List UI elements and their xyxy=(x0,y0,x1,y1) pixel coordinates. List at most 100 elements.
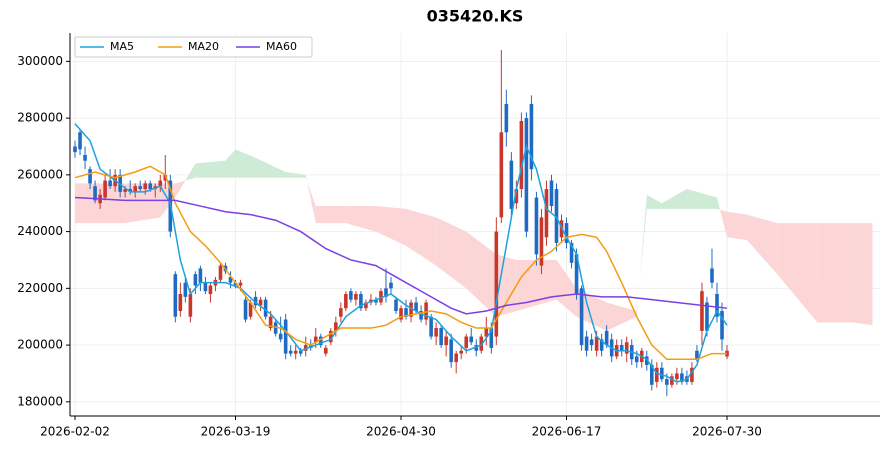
candle-body xyxy=(334,322,338,331)
cloud-segment xyxy=(406,208,437,266)
candle-body xyxy=(594,336,599,351)
candle-body xyxy=(379,291,383,303)
candle-body xyxy=(384,288,388,297)
cloud-segment xyxy=(125,183,161,224)
cloud-segment xyxy=(315,206,346,224)
x-tick-label: 2026-02-02 xyxy=(40,425,110,439)
cloud-segment xyxy=(235,149,256,178)
candle-body xyxy=(298,350,303,354)
y-tick-label: 260000 xyxy=(17,167,63,181)
candle-body xyxy=(539,217,544,266)
cloud-segment xyxy=(747,214,778,275)
candle-body xyxy=(604,330,609,346)
candle-body xyxy=(715,294,719,317)
cloud-segment xyxy=(576,288,607,331)
candle-body xyxy=(143,183,148,190)
cloud-segment xyxy=(436,217,467,289)
candle-body xyxy=(705,302,709,331)
candle-body xyxy=(73,146,77,153)
candle-body xyxy=(434,328,438,337)
candle-body xyxy=(574,254,579,295)
candle-body xyxy=(188,294,193,317)
cloud-segment xyxy=(720,209,728,238)
candle-body xyxy=(248,302,253,317)
cloud-segment xyxy=(636,281,640,317)
candle-body xyxy=(444,336,448,346)
candle-body xyxy=(649,364,654,385)
candle-body xyxy=(88,169,92,184)
candle-body xyxy=(128,189,132,192)
candle-body xyxy=(103,180,107,198)
candle-body xyxy=(579,288,584,346)
x-tick-label: 2026-06-17 xyxy=(532,425,602,439)
candle-body xyxy=(464,336,469,348)
candle-body xyxy=(670,376,674,385)
candle-body xyxy=(323,347,328,354)
cloud-segment xyxy=(307,181,316,224)
cloud-segment xyxy=(727,211,748,241)
candle-body xyxy=(554,189,559,243)
candle-body xyxy=(233,282,238,286)
cloud-segment xyxy=(686,189,717,209)
candle-body xyxy=(479,336,484,351)
candle-body xyxy=(78,132,82,150)
x-tick-label: 2026-07-30 xyxy=(692,425,762,439)
ma-line xyxy=(74,196,728,315)
cloud-segment xyxy=(175,180,186,198)
candle-body xyxy=(193,274,198,286)
candle-body xyxy=(263,299,268,317)
candle-body xyxy=(208,285,213,295)
cloud-segment xyxy=(852,223,873,326)
candle-body xyxy=(228,276,233,283)
candle-body xyxy=(489,328,494,348)
candle-body xyxy=(710,268,714,283)
cloud-segment xyxy=(375,206,407,246)
candle-body xyxy=(644,356,649,365)
candle-body xyxy=(429,316,433,337)
candle-body xyxy=(665,379,669,385)
legend-label: MA60 xyxy=(266,40,297,53)
candle-body xyxy=(404,308,408,317)
candle-body xyxy=(619,345,624,351)
cloud-segment xyxy=(185,163,196,181)
chart-title: 035420.KS xyxy=(427,7,524,26)
candle-body xyxy=(660,367,664,380)
candle-body xyxy=(459,350,464,354)
candle-body xyxy=(534,197,539,255)
candle-body xyxy=(93,186,97,201)
legend-box xyxy=(74,36,313,58)
candle-body xyxy=(303,345,308,351)
candle-body xyxy=(389,282,393,289)
cloud-segment xyxy=(606,302,637,331)
cloud-segment xyxy=(661,189,687,209)
candle-body xyxy=(394,299,398,312)
y-tick-label: 180000 xyxy=(17,394,63,408)
candle-body xyxy=(454,353,458,363)
cloud-segment xyxy=(255,157,286,178)
cloud-segment xyxy=(777,223,818,323)
legend-label: MA20 xyxy=(188,40,219,53)
cloud-segment xyxy=(225,149,236,178)
cloud-segment xyxy=(556,259,577,317)
candle-body xyxy=(278,333,283,340)
candle-body xyxy=(700,291,704,331)
candle-body xyxy=(258,299,263,306)
candle-body xyxy=(118,174,122,192)
candle-body xyxy=(564,223,569,243)
cloud-segment xyxy=(195,160,226,178)
candle-body xyxy=(374,299,378,303)
candle-body xyxy=(283,319,288,354)
candle-body xyxy=(634,356,639,363)
candle-body xyxy=(173,274,178,317)
candle-body xyxy=(524,118,529,232)
candle-body xyxy=(148,183,153,190)
y-tick-label: 240000 xyxy=(17,224,63,238)
candle-body xyxy=(419,311,423,320)
y-tick-label: 220000 xyxy=(17,281,63,295)
candle-body xyxy=(569,242,574,263)
candle-body xyxy=(599,339,604,351)
ma-line xyxy=(74,165,728,361)
candle-body xyxy=(293,350,298,354)
